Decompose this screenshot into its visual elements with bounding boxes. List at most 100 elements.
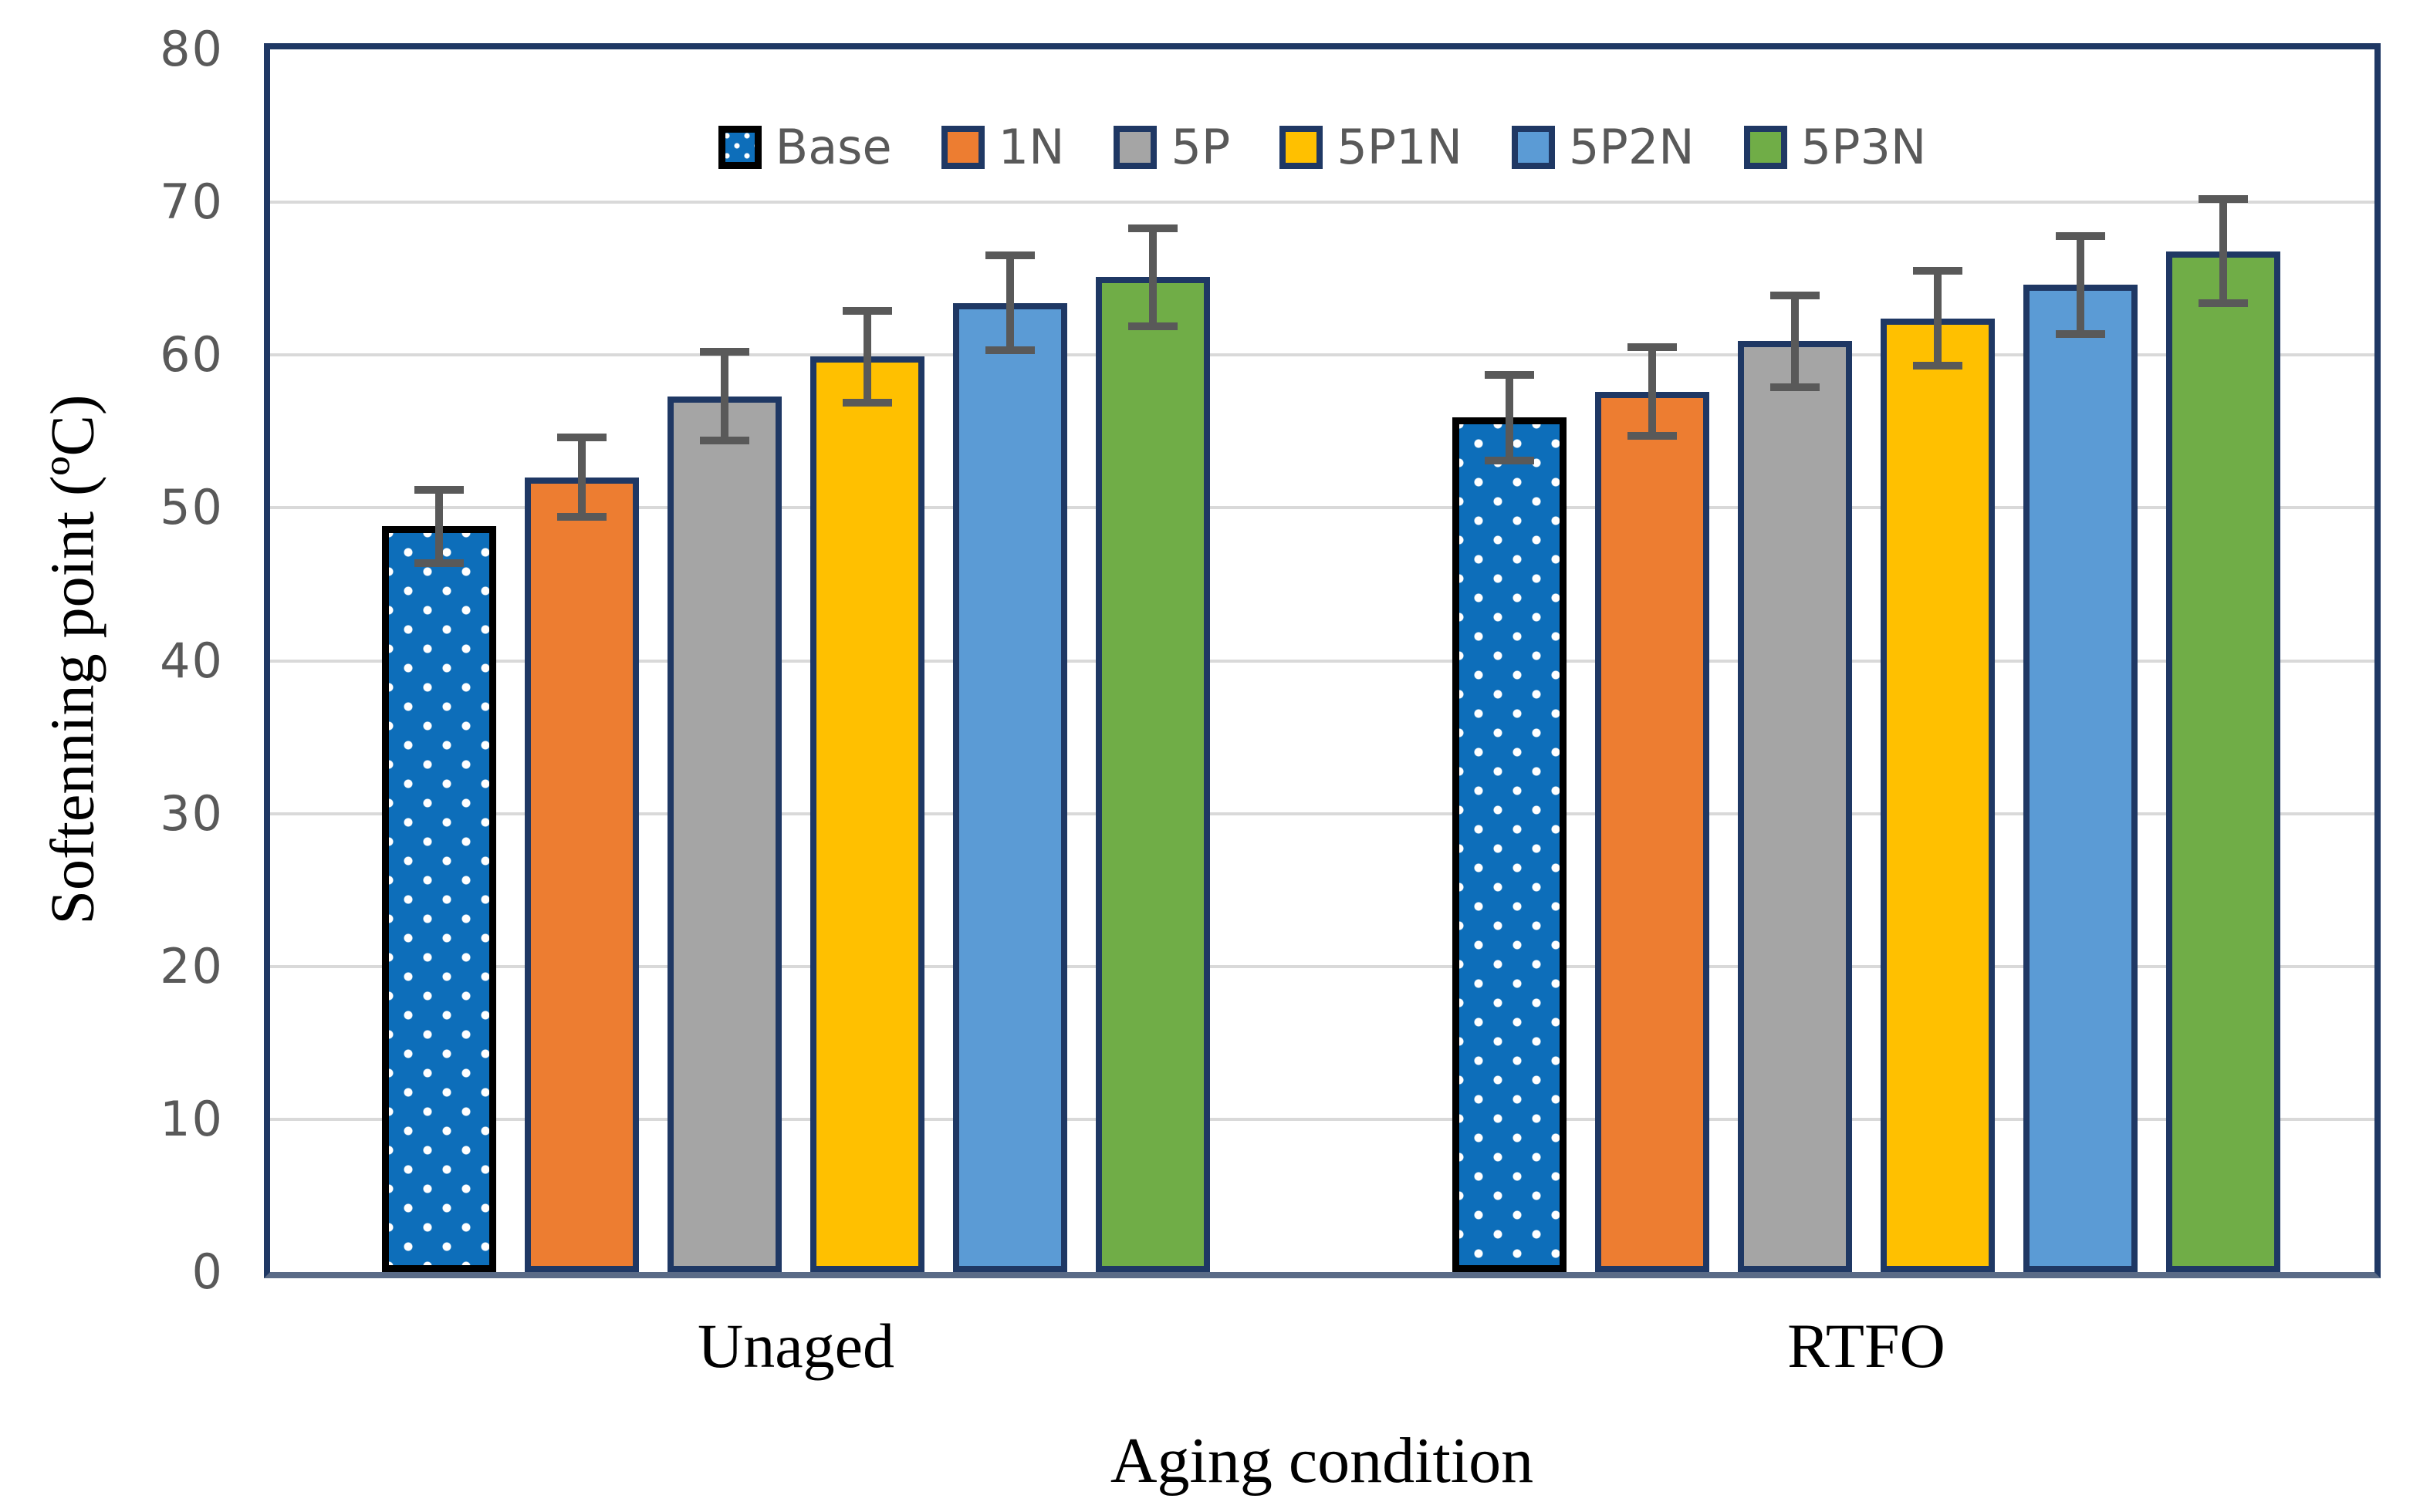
y-tick-label-60: 60 [160,326,224,383]
bar-fill-5p2n [2023,285,2138,1272]
error-bar-unaged-5p1n [864,310,871,403]
bar-rtfo-5p2n [2023,231,2138,1272]
legend-swatch-5p [1114,126,1158,169]
y-tick-label-10: 10 [160,1090,224,1147]
error-cap-top [1913,267,1962,275]
error-bar-rtfo-1n [1648,347,1656,437]
error-cap-bottom [2199,299,2248,307]
legend-swatch-5p2n [1511,126,1555,169]
error-bar-unaged-base [435,489,443,563]
error-cap-bottom [843,398,892,407]
gridline-20 [270,964,2374,968]
legend-item-5p: 5P [1114,123,1230,171]
legend-swatch-5p3n [1743,126,1787,169]
bar-fill-5p3n [1096,277,1210,1272]
bar-fill-5p [1738,341,1852,1272]
legend-label-5p1n: 5P1N [1337,119,1462,175]
error-bar-unaged-1n [578,437,586,518]
y-tick-label-40: 40 [160,632,224,689]
plot-area [264,43,2381,1278]
y-tick-label-80: 80 [160,21,224,77]
bar-rtfo-base [1452,371,1567,1272]
error-cap-top [1627,343,1677,352]
bar-rtfo-5p3n [2166,195,2280,1272]
x-category-label-unaged: Unaged [697,1311,895,1381]
error-cap-bottom [1770,383,1820,391]
bar-rtfo-5p1n [1881,267,1995,1272]
gridline-70 [270,201,2374,204]
legend-swatch-5p1n [1279,126,1323,169]
legend-label-5p3n: 5P3N [1800,119,1927,175]
gridline-60 [270,353,2374,357]
legend-label-5p2n: 5P2N [1568,119,1695,175]
bar-cluster-rtfo [1452,195,2280,1272]
error-cap-bottom [1485,456,1534,464]
bar-fill-5p1n [810,356,924,1272]
bar-unaged-5p3n [1096,224,1210,1272]
y-tick-label-30: 30 [160,785,224,842]
error-cap-bottom [1128,322,1178,330]
error-bar-rtfo-5p3n [2219,199,2227,303]
gridline-10 [270,1117,2374,1121]
gridline-50 [270,506,2374,510]
error-bar-rtfo-base [1506,375,1513,461]
legend-item-5p3n: 5P3N [1743,119,1927,175]
y-tick-label-0: 0 [191,1244,224,1300]
error-bar-rtfo-5p1n [1934,271,1942,366]
error-cap-top [1770,291,1820,299]
legend-label-5p: 5P [1171,119,1231,175]
legend-item-5p1n: 5P1N [1279,123,1462,171]
error-cap-bottom [414,559,464,567]
legend: Base 1N 5P 5P1N 5P2N 5P3N [264,123,2381,171]
x-category-label-rtfo: RTFO [1787,1311,1945,1381]
error-cap-bottom [985,346,1035,355]
error-bar-unaged-5p [721,352,728,441]
legend-item-base: Base [718,123,892,171]
error-cap-top [1485,371,1534,380]
legend-item-1n: 1N [941,119,1065,175]
error-bar-unaged-5p2n [1006,255,1014,351]
error-cap-bottom [2056,329,2105,338]
error-cap-bottom [557,513,607,521]
bar-fill-5p3n [2166,251,2280,1272]
error-cap-top [557,434,607,442]
bar-unaged-base [382,485,496,1272]
error-cap-bottom [1913,362,1962,370]
y-tick-label-70: 70 [160,174,224,231]
error-cap-top [843,306,892,315]
error-cap-top [985,251,1035,260]
bar-unaged-5p [668,348,782,1272]
error-bar-rtfo-5p2n [2077,235,2084,334]
legend-swatch-1n [941,126,985,169]
bar-fill-5p [668,396,782,1272]
bar-cluster-unaged [382,224,1210,1272]
error-cap-top [1128,224,1178,232]
bar-unaged-5p2n [953,251,1067,1272]
gridline-40 [270,659,2374,663]
y-tick-label-20: 20 [160,937,224,994]
bar-fill-5p1n [1881,318,1995,1272]
error-cap-top [2199,195,2248,204]
bar-unaged-5p1n [810,306,924,1272]
bar-unaged-1n [525,434,639,1272]
bar-fill-5p2n [953,302,1067,1272]
error-cap-bottom [1627,432,1677,440]
bar-rtfo-1n [1595,343,1709,1272]
error-cap-top [2056,231,2105,240]
bar-fill-1n [525,477,639,1272]
legend-item-5p2n: 5P2N [1511,119,1695,175]
bar-fill-1n [1595,391,1709,1272]
bar-rtfo-5p [1738,291,1852,1272]
x-axis-title: Aging condition [1110,1425,1534,1497]
bar-fill-base [1452,417,1567,1272]
error-cap-bottom [700,437,749,445]
error-cap-top [700,348,749,356]
bar-fill-base [382,526,496,1272]
error-bar-unaged-5p3n [1149,228,1157,326]
legend-label-1n: 1N [998,119,1065,175]
error-cap-top [414,485,464,494]
gridline-30 [270,812,2374,815]
error-bar-rtfo-5p [1791,295,1799,387]
legend-label-base: Base [775,119,892,175]
